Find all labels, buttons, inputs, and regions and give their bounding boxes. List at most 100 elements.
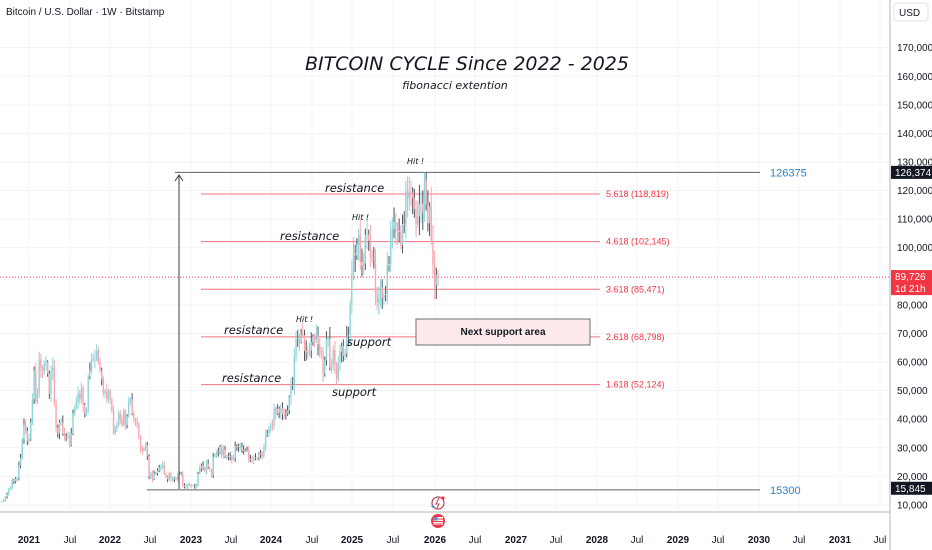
candle xyxy=(410,192,412,194)
chart-subtitle: fibonacci extention xyxy=(402,79,508,92)
candle xyxy=(45,362,47,365)
candle xyxy=(170,473,172,480)
candle xyxy=(396,230,399,232)
candle xyxy=(144,444,147,448)
candle xyxy=(413,198,416,210)
time-tick-label: Jul xyxy=(793,535,806,546)
low-price-marker xyxy=(891,481,932,495)
price-axis[interactable]: 170,000 160,000 150,000 140,000 130,000 120,0… xyxy=(897,43,932,511)
candle xyxy=(168,473,171,480)
candle xyxy=(58,422,61,434)
grid xyxy=(0,47,890,506)
candle xyxy=(422,203,424,213)
candle xyxy=(356,244,358,256)
candle xyxy=(251,458,253,460)
candle xyxy=(38,359,40,394)
candle xyxy=(349,304,351,336)
candle xyxy=(401,224,404,246)
candle xyxy=(320,350,323,355)
candle xyxy=(437,274,439,278)
resistance-label: resistance xyxy=(222,371,281,385)
fib-label-1618: 1.618 (52,124) xyxy=(606,380,665,390)
candle xyxy=(425,180,427,205)
candle xyxy=(28,439,30,442)
candle xyxy=(51,367,54,371)
candle xyxy=(435,274,438,285)
candle xyxy=(340,346,343,352)
candle xyxy=(210,469,213,475)
currency-button[interactable] xyxy=(893,2,929,22)
candle xyxy=(4,496,7,501)
candle xyxy=(383,294,385,299)
candle xyxy=(141,447,143,451)
candle xyxy=(337,362,339,379)
candle xyxy=(31,399,34,423)
candle xyxy=(405,191,407,225)
candle xyxy=(60,422,62,424)
price-tick-label: 160,000 xyxy=(897,72,932,83)
candle xyxy=(236,446,238,448)
candle xyxy=(124,410,127,425)
candle xyxy=(43,364,45,371)
candle xyxy=(16,478,18,480)
time-axis[interactable]: 2021 Jul 2022 Jul 2023 Jul 2024 Jul 2025 Jul 2026 J… xyxy=(18,535,887,546)
candle xyxy=(117,413,120,425)
fib-label-4618: 4.618 (102,145) xyxy=(606,237,670,247)
candle xyxy=(368,234,370,241)
candle xyxy=(276,408,279,414)
price-tick-label: 150,000 xyxy=(897,100,932,111)
svg-text:✦: ✦ xyxy=(430,503,436,511)
candle xyxy=(261,453,263,457)
candle xyxy=(217,452,220,454)
candle xyxy=(263,448,265,457)
price-tick-label: 40,000 xyxy=(897,415,928,426)
candle xyxy=(153,473,155,480)
candle xyxy=(207,463,209,468)
price-tick-label: 60,000 xyxy=(897,358,928,369)
candle xyxy=(406,191,409,199)
time-tick-label: 2024 xyxy=(260,535,283,546)
candle xyxy=(231,456,233,460)
candle xyxy=(73,407,76,414)
candle xyxy=(246,450,248,452)
candle xyxy=(48,373,51,394)
candle xyxy=(325,338,328,360)
candle xyxy=(161,464,164,468)
event-us-flag-icon[interactable] xyxy=(431,514,445,528)
candle xyxy=(165,473,167,477)
candle xyxy=(319,344,321,351)
candle xyxy=(244,449,247,451)
candle xyxy=(376,292,378,303)
candle xyxy=(18,465,20,479)
candle xyxy=(418,203,421,217)
candle xyxy=(79,393,81,400)
support-label: support xyxy=(332,385,377,399)
candle xyxy=(197,473,199,485)
candle xyxy=(229,456,231,458)
time-tick-label: 2031 xyxy=(829,535,852,546)
hit-label: Hit ! xyxy=(407,157,424,166)
candle xyxy=(55,402,57,428)
time-tick-label: 2022 xyxy=(99,535,122,546)
candle xyxy=(14,478,17,482)
candle xyxy=(335,364,338,379)
candle xyxy=(72,413,74,434)
high-line-label: 126375 xyxy=(770,167,807,179)
price-tick-label: 170,000 xyxy=(897,43,932,54)
event-lightning-icon[interactable]: ✦ xyxy=(430,496,445,511)
candle xyxy=(199,468,201,474)
candle xyxy=(371,257,373,259)
candle xyxy=(175,477,177,480)
candle xyxy=(62,422,64,434)
candle xyxy=(310,342,312,351)
candle xyxy=(295,338,297,357)
candle xyxy=(87,376,89,411)
candle xyxy=(307,352,309,354)
next-support-box[interactable] xyxy=(415,318,591,346)
price-tick-label: 120,000 xyxy=(897,186,932,197)
time-tick-label: Jul xyxy=(469,535,482,546)
candle xyxy=(119,413,121,420)
candle xyxy=(281,408,284,415)
candle xyxy=(6,494,8,497)
